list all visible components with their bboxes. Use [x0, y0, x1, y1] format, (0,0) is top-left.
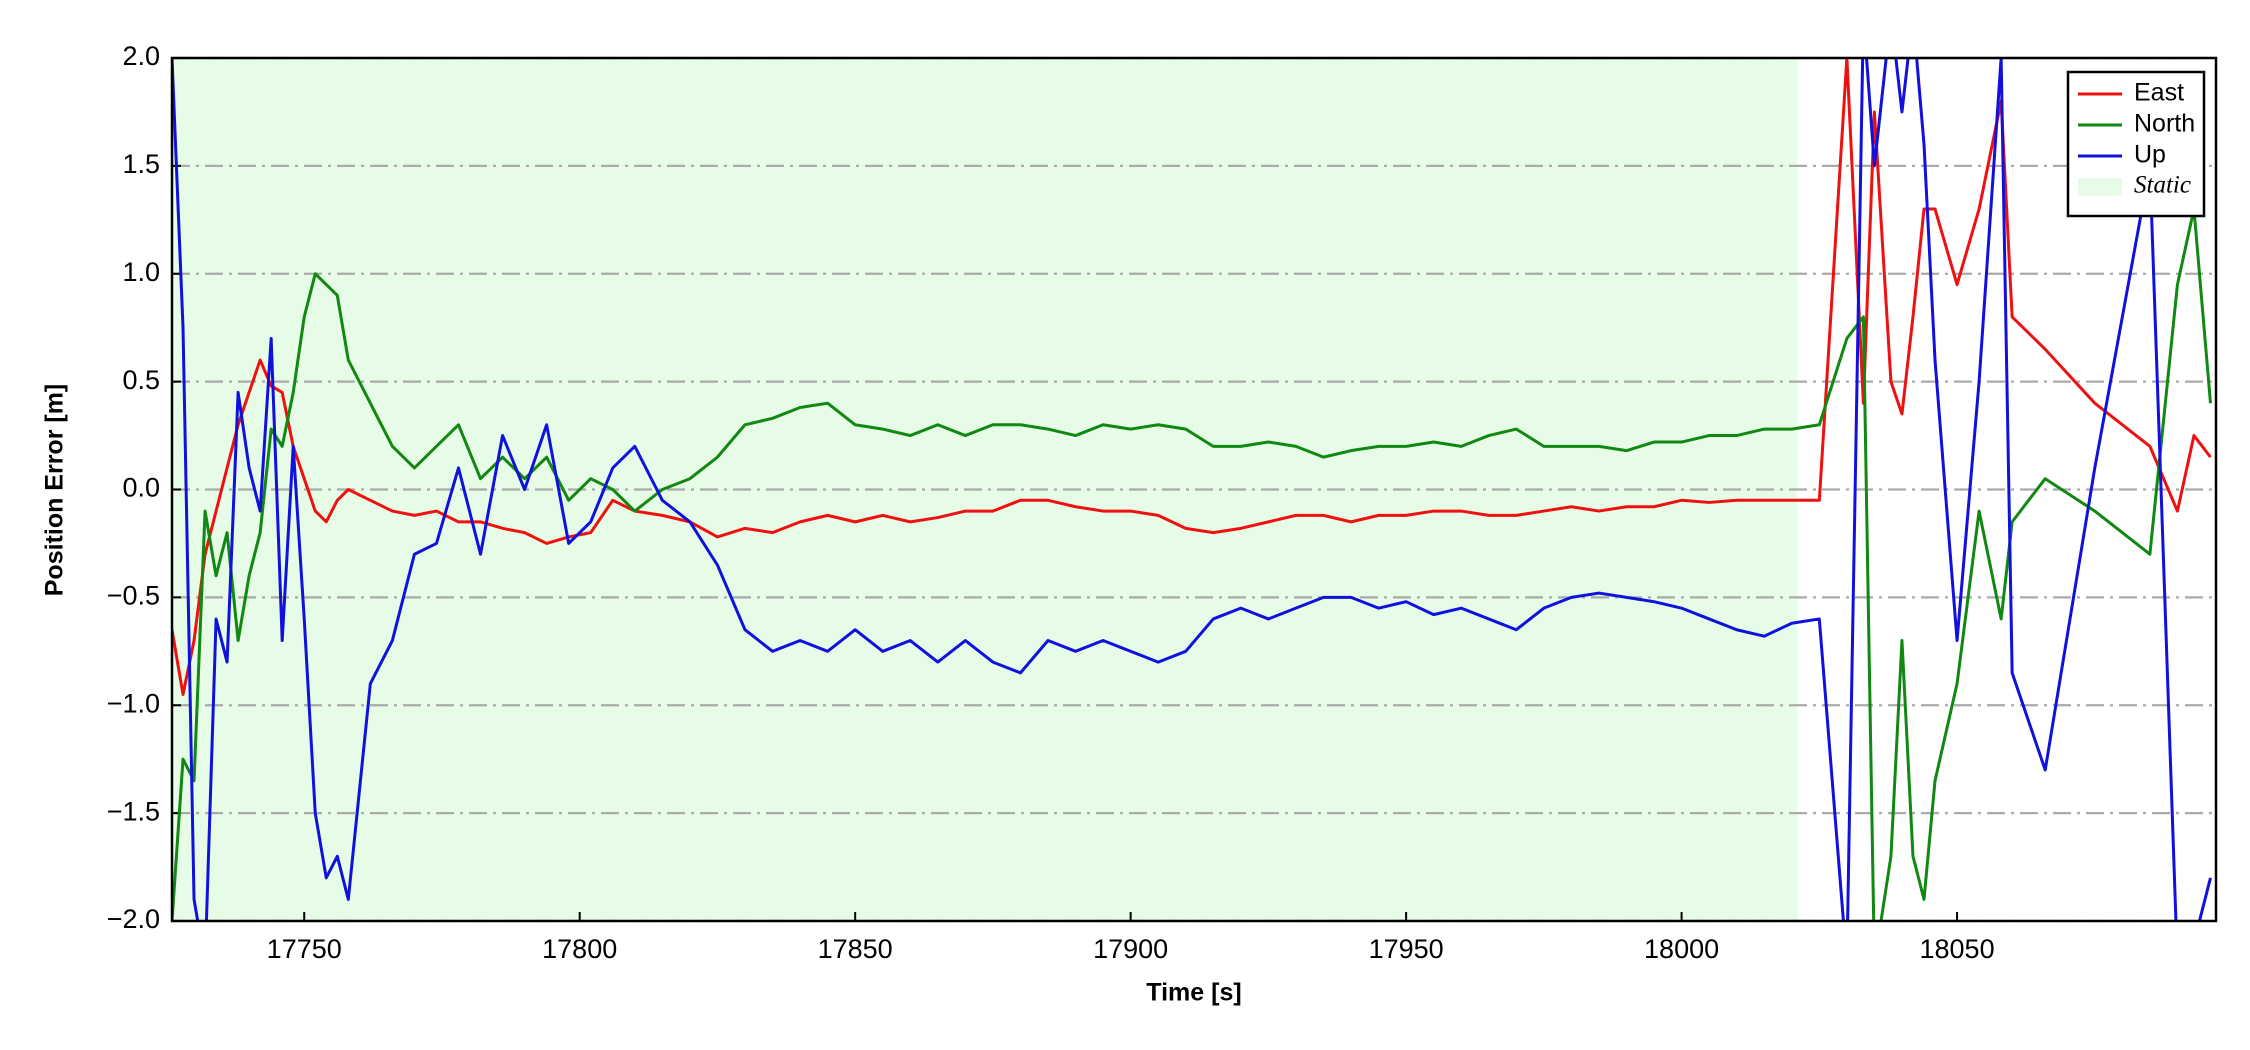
y-tick-label: 0.5	[122, 365, 160, 395]
x-tick-label: 17900	[1093, 934, 1168, 964]
y-tick-label: 1.0	[122, 257, 160, 287]
legend-label: Up	[2134, 141, 2166, 169]
x-tick-label: 18000	[1644, 934, 1719, 964]
y-tick-label: 2.0	[122, 41, 160, 71]
x-axis-label: Time [s]	[1146, 979, 1241, 1007]
y-axis-label: Position Error [m]	[41, 384, 69, 597]
legend-swatch	[2078, 178, 2122, 196]
series-line	[172, 58, 2212, 696]
x-tick-label: 17950	[1369, 934, 1444, 964]
legend-label: East	[2134, 79, 2184, 107]
x-tick-label: 18050	[1920, 934, 1995, 964]
x-tick-label: 17750	[267, 934, 342, 964]
legend-label: Static	[2134, 172, 2191, 199]
y-tick-label: −0.5	[107, 581, 160, 611]
y-tick-label: −1.0	[107, 688, 160, 718]
y-tick-label: 0.0	[122, 473, 160, 503]
legend-label: North	[2134, 110, 2195, 138]
y-tick-label: 1.5	[122, 149, 160, 179]
y-tick-label: −1.5	[107, 796, 160, 826]
series-line	[172, 207, 2212, 921]
plot-lines	[172, 58, 2212, 921]
y-tick-label: −2.0	[107, 904, 160, 934]
x-tick-label: 17800	[542, 934, 617, 964]
series-line	[172, 58, 2212, 921]
x-tick-label: 17850	[818, 934, 893, 964]
plot-frame	[170, 56, 2218, 923]
